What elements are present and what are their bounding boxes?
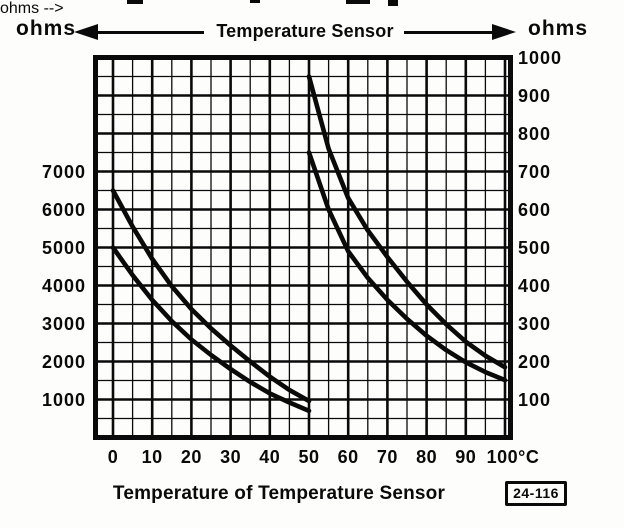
scan-artifact	[346, 0, 370, 4]
left-axis-tick: 6000	[41, 199, 86, 220]
arrow-right-shaft	[404, 31, 494, 34]
left-axis-tick: 7000	[41, 161, 86, 182]
x-axis-tick: 20	[180, 447, 202, 467]
x-axis-tick: 50	[298, 447, 320, 467]
x-axis-tick: 100°C	[486, 447, 540, 467]
left-axis-tick: 4000	[41, 275, 86, 296]
right-axis-tick: 1000	[518, 47, 563, 68]
x-axis-tick: 70	[376, 447, 398, 467]
right-axis-tick: 500	[518, 237, 552, 258]
right-axis-tick: 800	[518, 123, 552, 144]
curve-band-50-100C-upper	[306, 74, 508, 370]
plot-area	[93, 55, 513, 440]
x-axis-tick: 10	[141, 447, 163, 467]
left-axis-tick: 2000	[41, 351, 86, 372]
right-axis-tick: 700	[518, 161, 552, 182]
right-axis-tick: 200	[518, 351, 552, 372]
x-axis-tick: 40	[259, 447, 281, 467]
right-axis-tick: 300	[518, 313, 552, 334]
x-axis-tick: 90	[455, 447, 477, 467]
arrow-left-icon	[74, 24, 98, 40]
x-axis-tick: 0	[107, 447, 119, 467]
chart-title: Temperature Sensor	[216, 21, 394, 41]
x-axis-tick: 60	[337, 447, 359, 467]
right-axis-tick: 400	[518, 275, 552, 296]
curve-band-0-50C-upper	[110, 188, 312, 404]
left-axis-tick: 1000	[41, 389, 86, 410]
figure-number-badge: 24-116	[505, 481, 567, 506]
left-axis-tick: 5000	[41, 237, 86, 258]
x-axis-tick: 80	[416, 447, 438, 467]
scan-artifact	[127, 0, 143, 4]
right-axis-unit-label: ohms	[528, 17, 589, 40]
left-axis-tick: 3000	[41, 313, 86, 334]
scan-artifact	[250, 0, 260, 3]
arrow-right-icon	[492, 24, 516, 40]
right-axis-tick: 100	[518, 389, 552, 410]
x-axis-caption: Temperature of Temperature Sensor	[112, 483, 446, 504]
scan-artifact	[388, 0, 398, 6]
x-axis-tick: 30	[220, 447, 242, 467]
plot-border	[93, 55, 513, 440]
right-axis-tick: 600	[518, 199, 552, 220]
curve-band-0-50C-lower	[110, 245, 312, 414]
arrow-left-shaft	[96, 31, 204, 34]
right-axis-tick: 900	[518, 85, 552, 106]
curve-band-50-100C-lower	[306, 150, 508, 383]
left-axis-unit-label: ohms	[16, 17, 77, 40]
